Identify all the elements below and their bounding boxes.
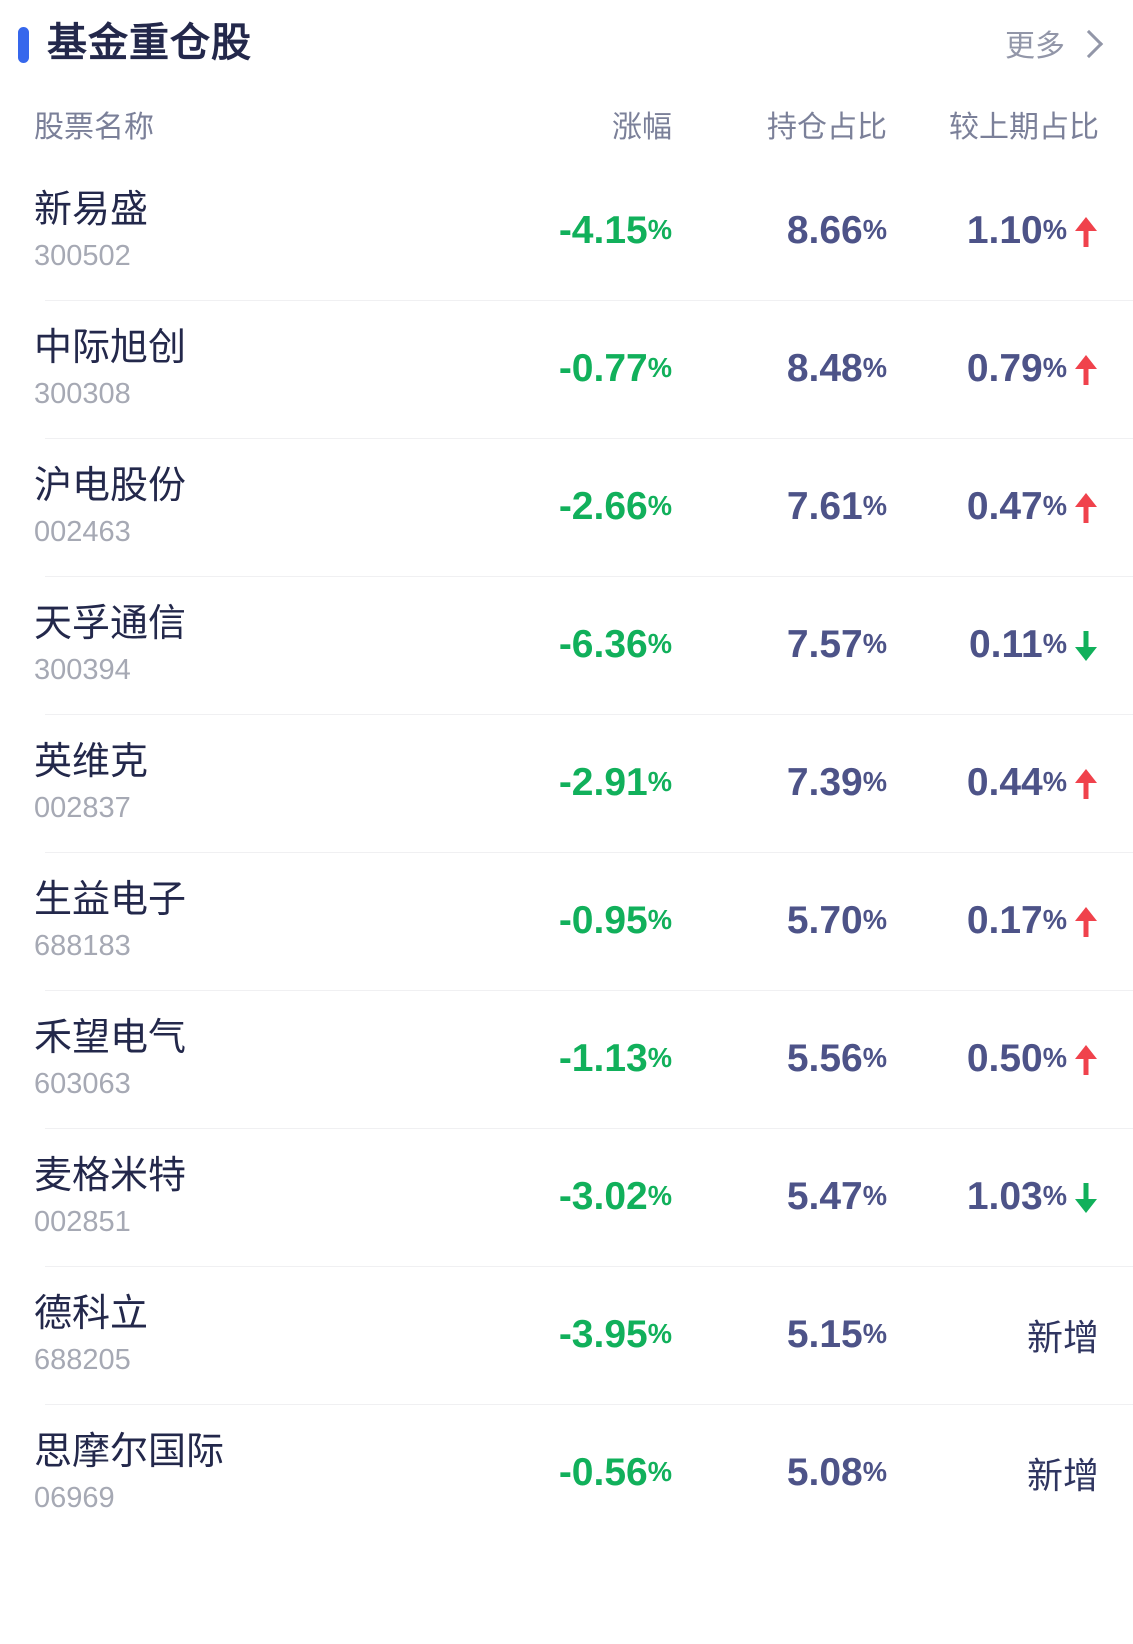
stock-name: 思摩尔国际 bbox=[34, 1430, 225, 1473]
column-header-diff: 较上期占比 bbox=[949, 111, 1099, 144]
change-percent: -1.13% bbox=[558, 1037, 672, 1080]
table-row[interactable]: 生益电子 688183 -0.95% 5.70% 0.17% bbox=[34, 852, 1133, 990]
stock-name: 生益电子 bbox=[34, 878, 187, 921]
table-row[interactable]: 思摩尔国际 06969 -0.56% 5.08% 新增 bbox=[34, 1404, 1133, 1542]
status-badge-new: 新增 bbox=[1026, 1317, 1099, 1358]
table-row[interactable]: 德科立 688205 -3.95% 5.15% 新增 bbox=[34, 1266, 1133, 1404]
table-row[interactable]: 英维克 002837 -2.91% 7.39% 0.44% bbox=[34, 714, 1133, 852]
diff-percent: 新增 bbox=[887, 1309, 1099, 1361]
stock-name: 沪电股份 bbox=[34, 464, 187, 507]
diff-percent: 1.03% bbox=[887, 1175, 1099, 1219]
stock-identity-cell: 新易盛 300502 bbox=[34, 188, 462, 274]
stock-identity-cell: 麦格米特 002851 bbox=[34, 1154, 462, 1240]
chevron-right-icon bbox=[1074, 29, 1104, 59]
diff-percent: 0.11% bbox=[887, 623, 1099, 667]
change-percent: -2.66% bbox=[558, 485, 672, 528]
position-percent: 7.39% bbox=[786, 761, 887, 804]
stock-identity-cell: 天孚通信 300394 bbox=[34, 602, 462, 688]
stock-code: 300394 bbox=[34, 653, 131, 686]
change-percent: -2.91% bbox=[558, 761, 672, 804]
stock-identity-cell: 沪电股份 002463 bbox=[34, 464, 462, 550]
diff-percent: 0.17% bbox=[887, 899, 1099, 943]
table-row[interactable]: 新易盛 300502 -4.15% 8.66% 1.10% bbox=[34, 162, 1099, 300]
arrow-down-icon bbox=[1073, 1181, 1099, 1215]
stock-identity-cell: 中际旭创 300308 bbox=[34, 326, 462, 412]
stock-code: 06969 bbox=[34, 1481, 115, 1514]
position-percent: 5.70% bbox=[786, 899, 887, 942]
change-percent: -0.77% bbox=[558, 347, 672, 390]
change-percent: -0.56% bbox=[558, 1451, 672, 1494]
stock-name: 中际旭创 bbox=[34, 326, 187, 369]
stock-code: 002837 bbox=[34, 791, 131, 824]
stock-name: 德科立 bbox=[34, 1292, 149, 1335]
change-percent: -6.36% bbox=[558, 623, 672, 666]
status-badge-new: 新增 bbox=[1026, 1455, 1099, 1496]
change-percent: -0.95% bbox=[558, 899, 672, 942]
section-header: 基金重仓股 更多 bbox=[0, 0, 1133, 86]
stock-code: 002463 bbox=[34, 515, 131, 548]
table-row[interactable]: 天孚通信 300394 -6.36% 7.57% 0.11% bbox=[34, 576, 1133, 714]
table-row[interactable]: 中际旭创 300308 -0.77% 8.48% 0.79% bbox=[34, 300, 1133, 438]
arrow-up-icon bbox=[1073, 1043, 1099, 1077]
table-row[interactable]: 沪电股份 002463 -2.66% 7.61% 0.47% bbox=[34, 438, 1133, 576]
page-title: 基金重仓股 bbox=[47, 21, 252, 65]
column-header-position: 持仓占比 bbox=[767, 111, 887, 144]
position-percent: 7.61% bbox=[786, 485, 887, 528]
arrow-down-icon bbox=[1073, 629, 1099, 663]
stock-identity-cell: 思摩尔国际 06969 bbox=[34, 1430, 462, 1516]
change-percent: -4.15% bbox=[558, 209, 672, 252]
accent-bar-icon bbox=[18, 26, 29, 63]
stock-identity-cell: 生益电子 688183 bbox=[34, 878, 462, 964]
arrow-up-icon bbox=[1073, 767, 1099, 801]
position-percent: 5.47% bbox=[786, 1175, 887, 1218]
column-header-name: 股票名称 bbox=[34, 111, 154, 144]
more-label: 更多 bbox=[1005, 30, 1065, 63]
stock-code: 002851 bbox=[34, 1205, 131, 1238]
stock-name: 英维克 bbox=[34, 740, 149, 783]
diff-percent: 0.50% bbox=[887, 1037, 1099, 1081]
more-link[interactable]: 更多 bbox=[1005, 21, 1104, 65]
position-percent: 5.08% bbox=[786, 1451, 887, 1494]
arrow-up-icon bbox=[1073, 491, 1099, 525]
column-header-change: 涨幅 bbox=[612, 111, 672, 144]
change-percent: -3.95% bbox=[558, 1313, 672, 1356]
diff-percent: 新增 bbox=[887, 1447, 1099, 1499]
stock-code: 603063 bbox=[34, 1067, 131, 1100]
arrow-up-icon bbox=[1073, 215, 1099, 249]
table-row[interactable]: 禾望电气 603063 -1.13% 5.56% 0.50% bbox=[34, 990, 1133, 1128]
diff-percent: 0.79% bbox=[887, 347, 1099, 391]
stock-identity-cell: 禾望电气 603063 bbox=[34, 1016, 462, 1102]
stock-name: 禾望电气 bbox=[34, 1016, 187, 1059]
table-header-row: 股票名称 涨幅 持仓占比 较上期占比 bbox=[34, 86, 1099, 162]
stock-code: 300308 bbox=[34, 377, 131, 410]
stock-name: 天孚通信 bbox=[34, 602, 187, 645]
change-percent: -3.02% bbox=[558, 1175, 672, 1218]
holdings-table: 股票名称 涨幅 持仓占比 较上期占比 新易盛 300502 -4.15% 8.66% 1… bbox=[0, 86, 1133, 1542]
arrow-up-icon bbox=[1073, 353, 1099, 387]
diff-percent: 0.44% bbox=[887, 761, 1099, 805]
diff-percent: 1.10% bbox=[887, 209, 1099, 253]
table-body: 新易盛 300502 -4.15% 8.66% 1.10% 中际旭创 300308 -0.77… bbox=[34, 162, 1133, 1542]
arrow-up-icon bbox=[1073, 905, 1099, 939]
position-percent: 8.48% bbox=[786, 347, 887, 390]
stock-name: 新易盛 bbox=[34, 188, 149, 231]
stock-name: 麦格米特 bbox=[34, 1154, 187, 1197]
stock-identity-cell: 英维克 002837 bbox=[34, 740, 462, 826]
diff-percent: 0.47% bbox=[887, 485, 1099, 529]
position-percent: 5.56% bbox=[786, 1037, 887, 1080]
stock-code: 300502 bbox=[34, 239, 131, 272]
table-row[interactable]: 麦格米特 002851 -3.02% 5.47% 1.03% bbox=[34, 1128, 1133, 1266]
position-percent: 8.66% bbox=[786, 209, 887, 252]
stock-code: 688183 bbox=[34, 929, 131, 962]
position-percent: 7.57% bbox=[786, 623, 887, 666]
stock-identity-cell: 德科立 688205 bbox=[34, 1292, 462, 1378]
stock-code: 688205 bbox=[34, 1343, 131, 1376]
position-percent: 5.15% bbox=[786, 1313, 887, 1356]
